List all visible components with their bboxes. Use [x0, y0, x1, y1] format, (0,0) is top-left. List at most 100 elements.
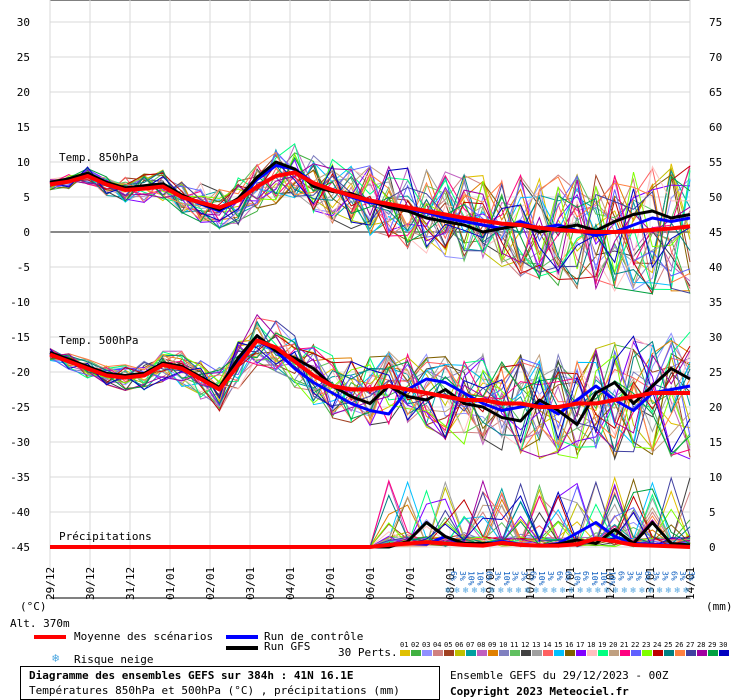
snowflake-icon: ❄: [560, 586, 566, 596]
member-line-t500: [49, 323, 691, 454]
pert-label: 02: [411, 641, 420, 649]
left-tick-label: -25: [10, 401, 30, 414]
ensemble-run-label: Ensemble GEFS du 29/12/2023 - 00Z: [450, 669, 669, 682]
left-tick-label: 0: [23, 226, 30, 239]
pert-swatch: [444, 650, 454, 656]
left-tick-label: 15: [17, 121, 30, 134]
right-tick-label: 30: [709, 331, 722, 344]
member-line-t500: [49, 338, 691, 455]
snowflake-icon: ❄: [639, 586, 645, 596]
snow-risk-label: 3%: [458, 571, 467, 581]
pert-swatch: [664, 650, 674, 656]
pert-label: 09: [488, 641, 497, 649]
snowflake-icon: ❄: [683, 586, 689, 596]
control-legend-label: Run de contrôle: [264, 630, 364, 643]
pert-swatch: [466, 650, 476, 656]
snowflake-icon: ❄: [516, 586, 522, 596]
member-line-t500: [49, 334, 691, 441]
snowflake-icon: ❄: [507, 586, 513, 596]
pert-swatch: [499, 650, 509, 656]
snow-risk-label: 3%: [625, 571, 634, 581]
altitude-label: Alt. 370m: [10, 617, 70, 630]
pert-label: 19: [598, 641, 607, 649]
pert-swatch: [697, 650, 707, 656]
pert-label: 03: [422, 641, 431, 649]
left-tick-label: 10: [17, 156, 30, 169]
snowflake-icon: ❄: [674, 586, 680, 596]
date-tick-label: 02/01: [204, 567, 217, 600]
footer-title-box: Diagramme des ensembles GEFS sur 384h : …: [20, 666, 440, 700]
right-tick-label: 15: [709, 436, 722, 449]
pert-label: 10: [499, 641, 508, 649]
member-line-t850: [49, 163, 691, 291]
pert-label: 30: [719, 641, 728, 649]
mean-precip-line: [50, 536, 691, 549]
snow-risk-label: 6%: [449, 571, 458, 581]
gfs-legend-swatch: [226, 646, 258, 650]
pert-label: 04: [433, 641, 442, 649]
left-tick-label: -20: [10, 366, 30, 379]
member-line-t850: [49, 151, 691, 284]
copyright-label: Copyright 2023 Meteociel.fr: [450, 685, 629, 698]
pert-label: 21: [620, 641, 629, 649]
pert-label: 11: [510, 641, 519, 649]
snowflake-icon: ❄: [533, 586, 539, 596]
snow-risk-label: 3%: [546, 571, 555, 581]
snowflake-icon: ❄: [445, 586, 451, 596]
snowflake-icon: ❄: [542, 586, 548, 596]
left-tick-label: -10: [10, 296, 30, 309]
pert-swatch: [708, 650, 718, 656]
pert-label: 15: [554, 641, 563, 649]
perts-label: 30 Perts.: [338, 646, 398, 659]
pert-swatch: [455, 650, 465, 656]
snow-risk-label: 3%: [634, 571, 643, 581]
snowflake-icon: ❄: [463, 586, 469, 596]
pert-label: 27: [686, 641, 695, 649]
snow-risk-label: 6%: [555, 571, 564, 581]
snowflake-icon: ❄: [551, 586, 557, 596]
pert-swatch: [609, 650, 619, 656]
pert-label: 24: [653, 641, 662, 649]
pert-label: 12: [521, 641, 530, 649]
left-tick-label: 25: [17, 51, 30, 64]
left-tick-label: -30: [10, 436, 30, 449]
snow-risk-label: 6%: [616, 571, 625, 581]
snow-risk-label: 10%: [599, 571, 608, 586]
snowflake-icon: ❄: [481, 586, 487, 596]
gfs-legend-label: Run GFS: [264, 640, 311, 653]
right-tick-label: 25: [709, 366, 722, 379]
pert-label: 26: [675, 641, 684, 649]
pert-swatch: [411, 650, 421, 656]
snow-risk-label: 6%: [643, 571, 652, 581]
left-tick-label: -35: [10, 471, 30, 484]
footer-title: Diagramme des ensembles GEFS sur 384h : …: [29, 669, 354, 682]
pert-label: 07: [466, 641, 475, 649]
member-line-t500: [49, 340, 691, 460]
member-line-t500: [49, 322, 691, 455]
date-tick-label: 01/01: [164, 567, 177, 600]
pert-swatch: [675, 650, 685, 656]
right-tick-label: 0: [709, 541, 716, 554]
snowflake-icon: ❄: [472, 586, 478, 596]
snowflake-icon: ❄: [525, 586, 531, 596]
right-tick-label: 65: [709, 86, 722, 99]
snowflake-icon: ❄: [604, 586, 610, 596]
date-tick-label: 10/01: [524, 567, 537, 600]
member-line-t850: [49, 164, 691, 292]
date-tick-label: 13/01: [644, 567, 657, 600]
snow-risk-label: 3%: [678, 571, 687, 581]
snowflake-icon: ❄: [657, 586, 663, 596]
snow-risk-label: 6%: [484, 571, 493, 581]
right-tick-label: 35: [709, 296, 722, 309]
snowflake-icon: ❄: [489, 586, 495, 596]
snow-risk-label: 3%: [520, 571, 529, 581]
pert-swatch: [554, 650, 564, 656]
left-tick-label: -15: [10, 331, 30, 344]
snow-risk-label: 6%: [528, 571, 537, 581]
mean-t850-line: [49, 170, 691, 234]
date-tick-label: 07/01: [404, 567, 417, 600]
snow-risk-label: 10%: [608, 571, 617, 586]
left-tick-label: -40: [10, 506, 30, 519]
pert-swatch: [653, 650, 663, 656]
